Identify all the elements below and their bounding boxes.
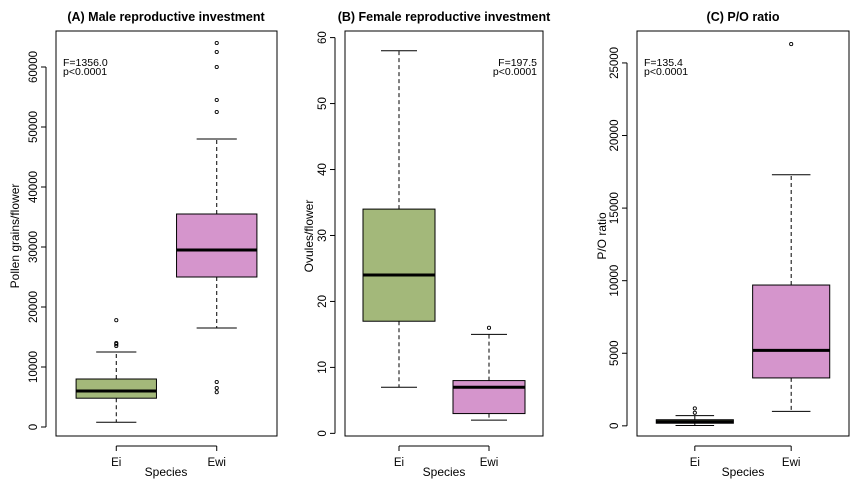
outlier-point [114, 318, 119, 323]
panel-c-y-tick-label: 25000 [609, 47, 621, 79]
panel-c-ylabel: P/O ratio [595, 212, 609, 260]
panel-b-y-tick-label: 60 [317, 31, 329, 44]
panel-a-frame [55, 30, 278, 437]
outlier-point [214, 379, 219, 385]
iqr-box [176, 213, 258, 278]
outlier-point [789, 42, 794, 47]
panel-c-frame [636, 30, 850, 437]
panel-b-y-tick-label: 50 [317, 97, 329, 110]
outlier-point [692, 410, 697, 415]
outlier-point [214, 390, 219, 395]
panel-b-frame [344, 30, 544, 437]
iqr-box [752, 284, 831, 379]
panel-a-ylabel: Pollen grains/flower [8, 184, 22, 289]
panel-a-y-tick-label: 40000 [28, 171, 40, 203]
iqr-box [362, 208, 436, 322]
panel-a-title: (A) Male reproductive investment [67, 10, 265, 24]
panel-b-ylabel: Ovules/flower [302, 200, 316, 273]
panel-a-stat-p: p<0.0001 [63, 66, 107, 78]
panel-c-xlabel: Species [722, 465, 765, 479]
panel-c-y-tick-label: 15000 [609, 192, 621, 224]
panel-a-y-tick-label: 60000 [28, 51, 40, 83]
outlier-point [486, 325, 492, 330]
outlier-point [214, 385, 219, 391]
panel-a-stat-f: F=1356.0 [63, 57, 108, 69]
panel-b-y-tick-label: 0 [317, 430, 329, 436]
panel-c-title: (C) P/O ratio [707, 10, 780, 24]
panel-b-x-tick-label: Ewi [480, 457, 499, 469]
panel-b-box-ewi [452, 325, 526, 421]
outlier-point [214, 97, 219, 103]
outlier-point [214, 49, 219, 55]
iqr-box [452, 380, 526, 415]
panel-c-y-tick-label: 10000 [609, 265, 621, 297]
panel-b-xlabel: Species [423, 465, 466, 479]
panel-a-y-tick-label: 50000 [28, 111, 40, 143]
panel-a-xlabel: Species [145, 465, 188, 479]
panel-b-y-tick-label: 20 [317, 295, 329, 308]
panel-c-box-ewi [752, 42, 831, 412]
panel-b-y-tick-label: 10 [317, 361, 329, 374]
panel-c-y-tick-label: 20000 [609, 120, 621, 152]
panel-b-y-tick-label: 30 [317, 229, 329, 242]
panel-a-x-tick-label: Ewi [207, 457, 226, 469]
panel-c-stat-f: F=135.4 [644, 57, 683, 69]
panel-c-y-tick-label: 5000 [609, 340, 621, 366]
panel-b-title: (B) Female reproductive investment [338, 10, 551, 24]
panel-c-x-tick-label: Ei [690, 457, 700, 469]
panel-b-stat-p: p<0.0001 [493, 66, 537, 78]
outlier-point [692, 406, 697, 411]
outlier-point [214, 64, 219, 70]
panel-a-y-tick-label: 10000 [28, 351, 40, 383]
panel-a-y-tick-label: 0 [28, 424, 40, 430]
panel-b-box-ei [362, 50, 436, 388]
panel-b: (B) Female reproductive investment Ovule… [302, 10, 551, 479]
panel-a: (A) Male reproductive investment Pollen … [8, 10, 278, 479]
panel-a-x-tick-label: Ei [111, 457, 121, 469]
panel-c-box-ei [655, 406, 734, 427]
panel-a-box-ewi [176, 40, 258, 395]
panel-c-x-tick-label: Ewi [782, 457, 801, 469]
panel-c-y-tick-label: 0 [609, 423, 621, 429]
panel-b-stat-f: F=197.5 [498, 57, 537, 69]
panel-b-x-tick-label: Ei [394, 457, 404, 469]
panel-a-y-tick-label: 20000 [28, 291, 40, 323]
outlier-point [214, 40, 219, 46]
panel-c-stat-p: p<0.0001 [644, 66, 688, 78]
panel-a-y-tick-label: 30000 [28, 231, 40, 263]
outlier-point [214, 109, 219, 115]
iqr-box [75, 378, 157, 399]
panel-c: (C) P/O ratio P/O ratio Species F=135.4 … [595, 10, 850, 479]
outlier-point [114, 340, 119, 346]
panel-a-box-ei [75, 318, 157, 423]
panel-b-y-tick-label: 40 [317, 163, 329, 176]
